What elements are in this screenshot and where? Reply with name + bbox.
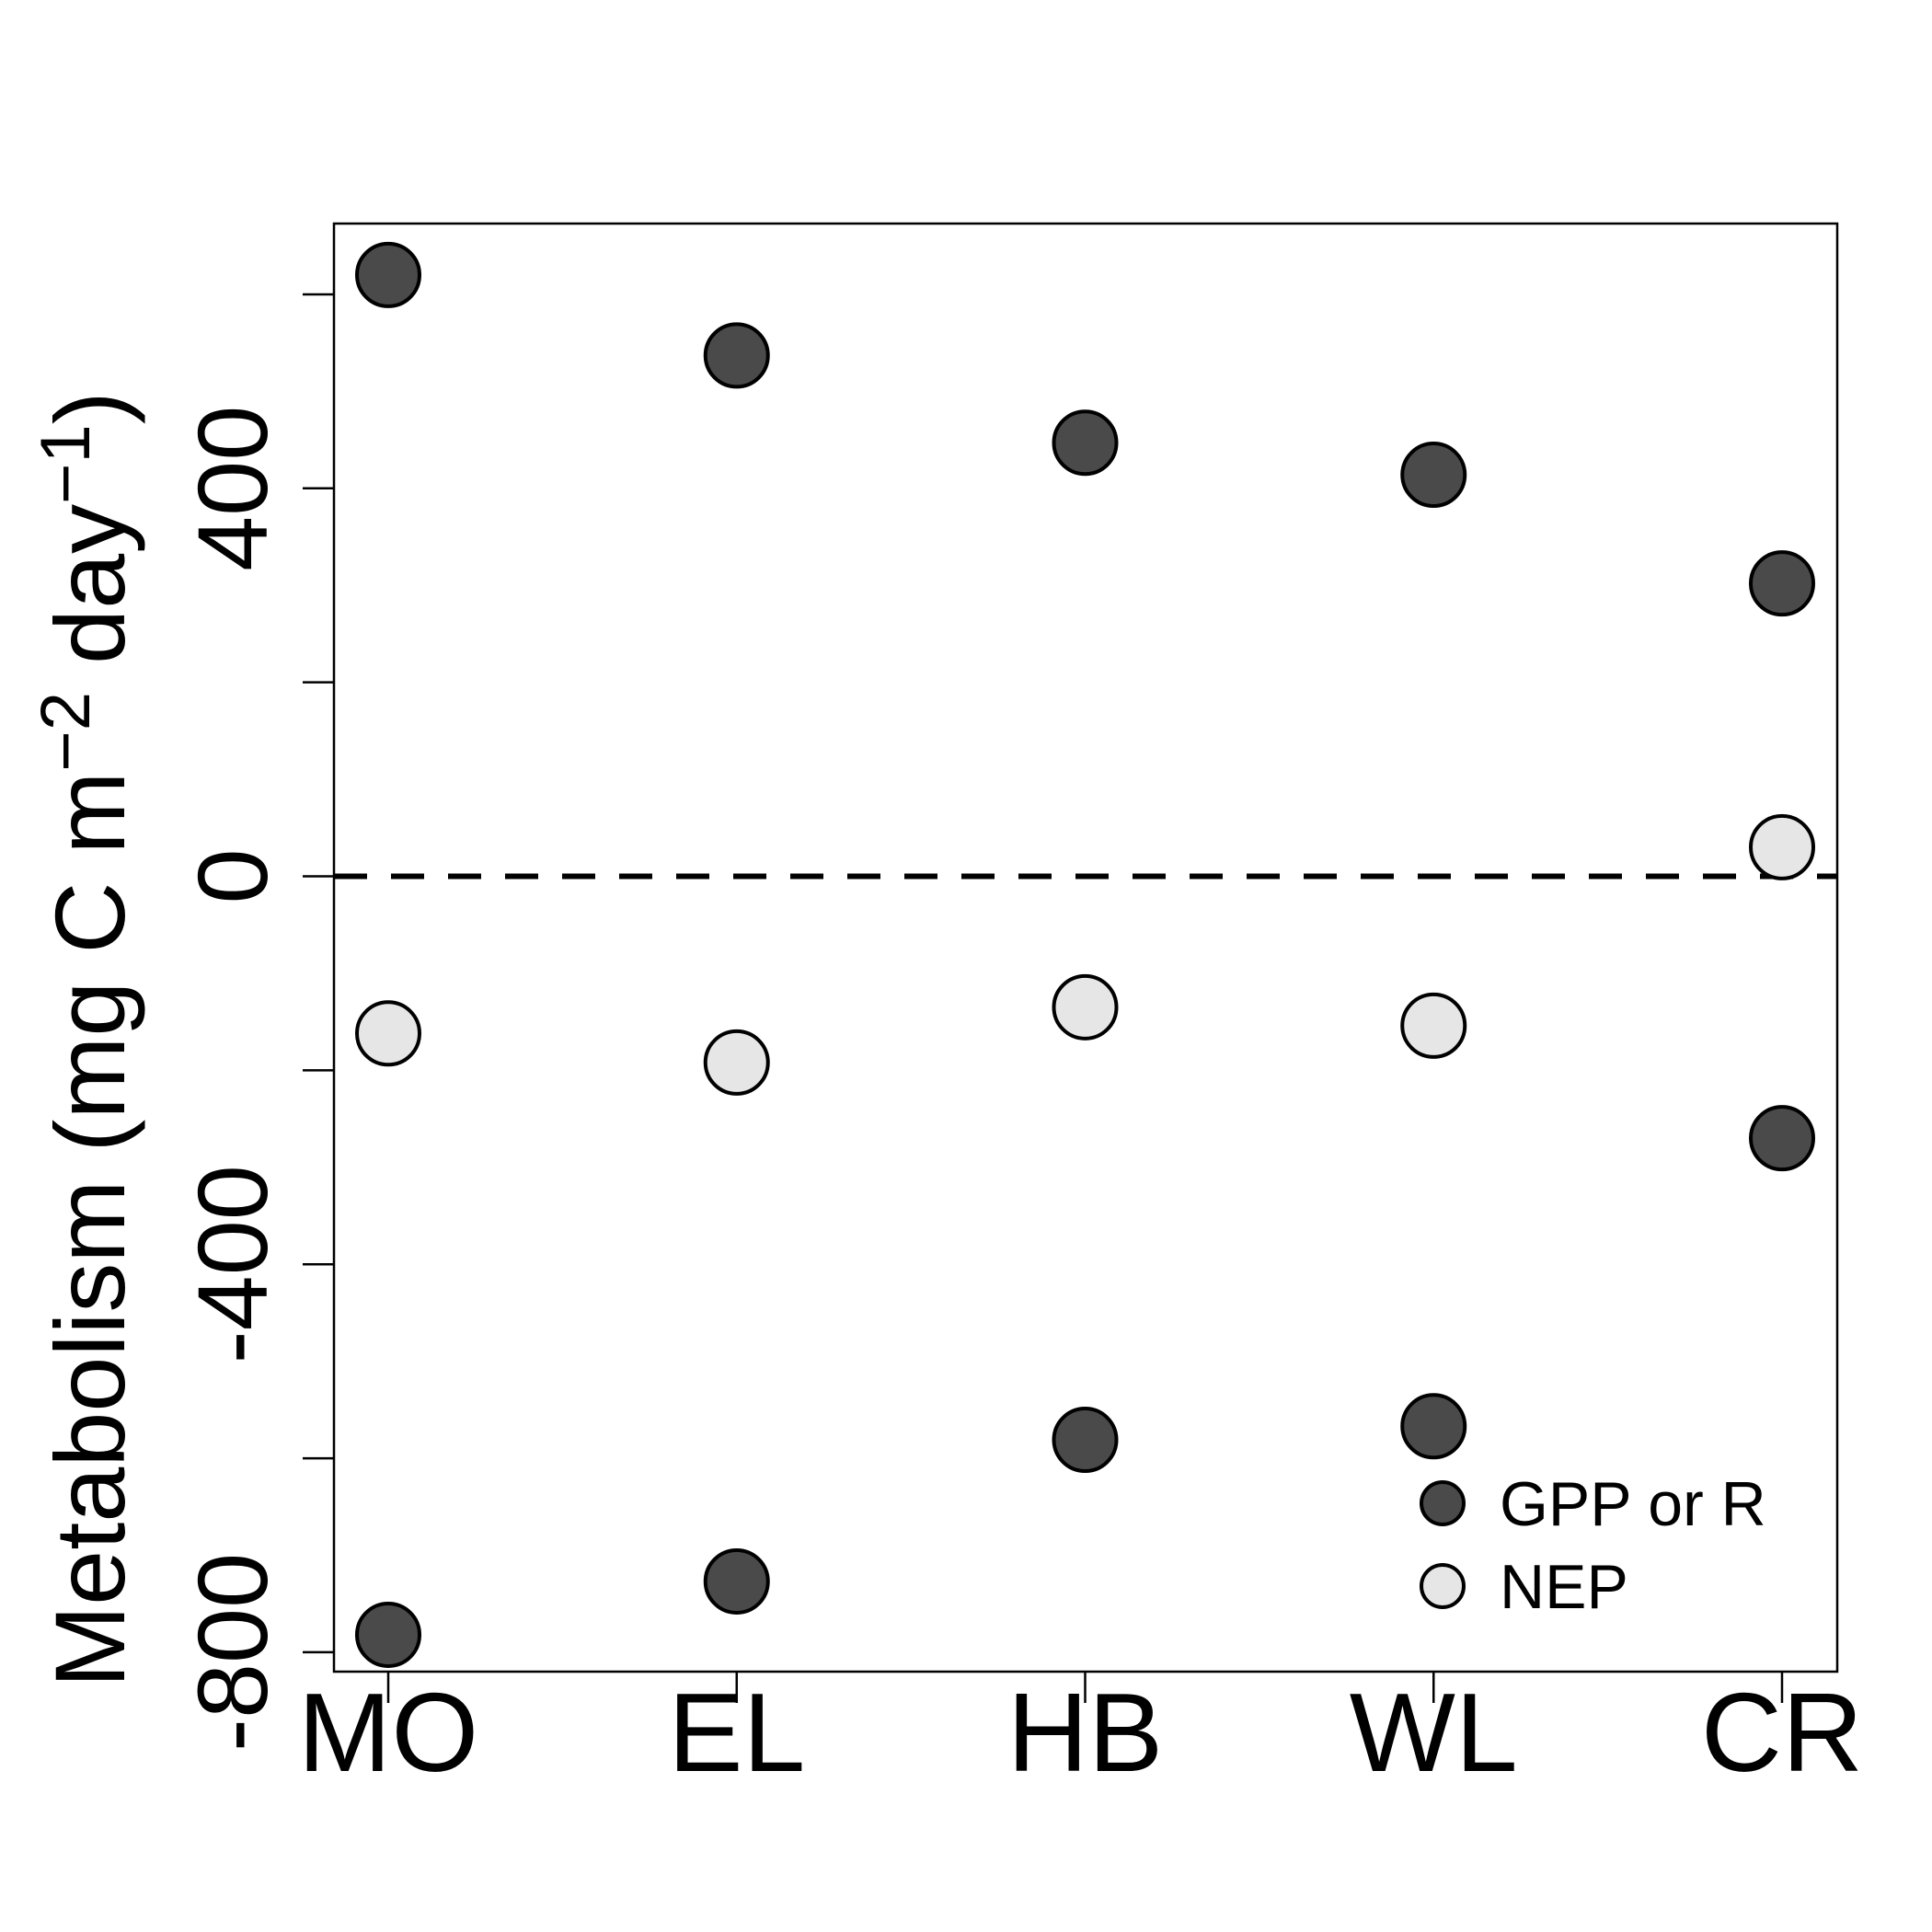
- x-tick-label: WL: [1350, 1670, 1518, 1795]
- data-point: [1400, 1393, 1467, 1460]
- y-axis-title-sup1: −2: [27, 692, 105, 772]
- y-tick-label: -400: [177, 1165, 288, 1363]
- data-point: [355, 241, 421, 308]
- y-tick-label: 400: [177, 406, 288, 571]
- data-point: [1052, 973, 1119, 1041]
- y-axis-title-mid: day: [34, 504, 145, 692]
- data-point: [1749, 550, 1815, 617]
- y-axis: -800 -400 0 400: [177, 293, 334, 1752]
- y-axis-title-sup2: −1: [27, 424, 105, 504]
- data-point: [1052, 409, 1119, 477]
- data-point: [355, 1000, 421, 1067]
- data-point: [703, 322, 770, 389]
- y-axis-title-close: ): [34, 391, 145, 424]
- legend-marker: [1420, 1563, 1466, 1609]
- y-tick-label: -800: [177, 1553, 288, 1752]
- data-point: [703, 1029, 770, 1096]
- y-axis-title: Metabolism (mg C m−2 day−1): [27, 391, 145, 1688]
- x-tick-label: MO: [298, 1670, 479, 1795]
- data-point: [1749, 813, 1815, 880]
- x-axis: MO EL HB WL CR: [298, 1670, 1863, 1795]
- x-tick-label: HB: [1007, 1670, 1163, 1795]
- x-tick-label: CR: [1701, 1670, 1863, 1795]
- data-point: [355, 1601, 421, 1668]
- data-points: [355, 241, 1815, 1668]
- data-point: [1749, 1105, 1815, 1172]
- legend-label: NEP: [1500, 1552, 1628, 1622]
- data-point: [703, 1547, 770, 1615]
- data-point: [1052, 1407, 1119, 1474]
- legend-marker: [1420, 1480, 1466, 1526]
- data-point: [1400, 992, 1467, 1059]
- legend-label: GPP or R: [1500, 1469, 1766, 1539]
- y-tick-label: 0: [177, 848, 288, 903]
- y-axis-title-main: Metabolism (mg C m: [34, 772, 145, 1688]
- legend: GPP or R NEP: [1420, 1469, 1766, 1622]
- data-point: [1400, 442, 1467, 509]
- x-tick-label: EL: [668, 1670, 805, 1795]
